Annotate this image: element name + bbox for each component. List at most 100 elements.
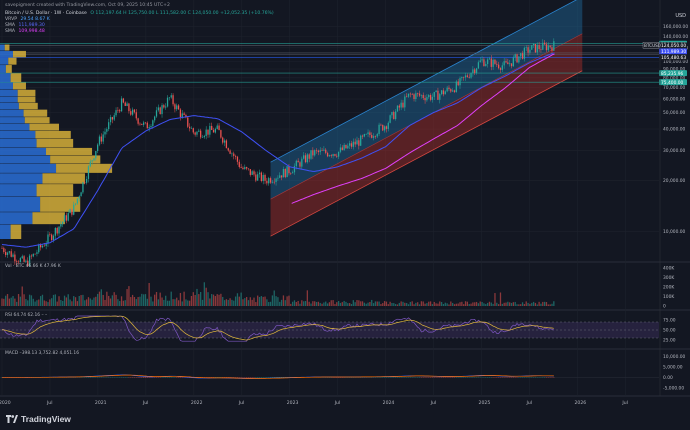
candle-body [255,174,257,181]
volume-bar [437,303,439,306]
candle-body [16,261,18,262]
volume-profile-bar [0,73,11,83]
price-badge[interactable]: 105,480.63 [659,54,687,61]
volume-bar [271,295,274,306]
volume-bar [343,300,345,306]
candle-body [58,226,60,234]
symbol-title[interactable]: Bitcoin / U.S. Dollar · 1W · Coinbase [5,11,87,16]
candle-body [391,112,393,116]
candle-body [273,181,275,183]
volume-bar [523,304,526,306]
price-badge[interactable]: 124,050.00 [659,42,687,49]
volume-bar [376,301,378,306]
price-axis-tick: 60,000.00 [663,97,686,103]
time-axis-tick: 2022 [191,400,203,406]
volume-bar [551,303,553,306]
volume-bar [177,300,180,306]
volume-bar [339,302,342,306]
volume-profile-bar [0,130,36,139]
rsi-axis-tick: 25.00 [663,338,676,344]
candle-body [36,252,38,254]
volume-bar [312,301,314,306]
candle-body [102,134,104,142]
candle-body [431,96,434,100]
volume-bar [73,296,75,306]
volume-bar [97,293,99,306]
time-axis-tick: 2021 [95,400,107,406]
candle-body [459,78,461,86]
candle-body [291,172,294,174]
regression-channel-lower [270,33,583,237]
volume-bar [406,302,408,306]
volume-pane-label[interactable]: Vol · BTC 46.66 K 47.96 K [5,264,61,269]
candle-body [3,248,5,252]
volume-bar [203,282,205,306]
candle-body [347,145,349,149]
volume-bar [1,298,3,306]
candle-body [277,177,279,179]
macd-axis-tick: 5,000.00 [663,364,683,370]
price-badge[interactable]: 85,235.96 [659,70,687,77]
volume-bar [505,302,507,306]
volume-bar [407,304,410,306]
candle-body [345,144,347,149]
candle-body [497,64,500,69]
macd-pane-label[interactable]: MACD –398.13 3,752.82 4,051.16 [5,351,80,356]
volume-bar [297,300,299,306]
volume-bar [82,294,84,306]
macd-histogram-bar [142,377,145,378]
volume-bar [448,304,450,306]
volume-bar [326,303,329,306]
price-badge[interactable]: 111,989.30 [659,48,687,55]
candle-body [382,124,384,131]
candle-body [126,103,128,106]
volume-bar [10,297,12,306]
volume-bar [131,294,134,306]
candle-body [60,224,62,227]
indicator-vrvp[interactable]: VRVP 29.54 8.67 K [5,17,52,23]
candle-body [157,107,159,111]
volume-bar [349,303,351,306]
candle-body [21,256,23,259]
candle-body [131,109,134,115]
candle-body [28,255,31,267]
volume-profile-bar [0,82,13,90]
volume-profile-bar [0,138,37,148]
volume-bar [3,298,5,306]
candle-body [358,140,360,146]
indicator-sma-fast[interactable]: SMA 111,989.30 [5,23,47,29]
candle-body [262,174,264,182]
candle-body [301,158,303,167]
volume-bar [222,296,224,306]
tradingview-logo[interactable]: TradingView [6,414,71,424]
macd-histogram-bar [146,377,148,378]
symbol-badge-box [642,42,660,49]
candle-body [514,54,516,58]
volume-profile-bar [0,57,9,65]
brand-name: TradingView [21,414,71,424]
rsi-pane-label[interactable]: RSI 64.74 62.16 – – [5,313,48,318]
candle-body [490,58,492,67]
volume-bar [176,297,178,306]
volume-bar [534,302,537,306]
candle-body [120,98,123,112]
footer-bar [0,412,690,430]
candle-body [260,172,263,182]
candle-body [251,171,253,175]
candle-body [222,137,224,143]
candle-body [304,155,307,163]
volume-bar [529,303,531,306]
candle-body [474,69,476,73]
sma-line-slow [291,53,555,204]
price-badge[interactable]: 75,400.00 [659,79,687,86]
currency-label[interactable]: USD [675,13,686,19]
volume-bar [27,300,29,306]
indicator-sma-slow[interactable]: SMA 109,998.48 [5,29,47,35]
symbol-badge: BTCUSD [642,42,661,49]
volume-bar [240,292,242,306]
volume-profile-bar [0,102,19,110]
volume-bar [279,301,281,306]
candle-body [435,90,437,92]
volume-bar [374,301,377,306]
